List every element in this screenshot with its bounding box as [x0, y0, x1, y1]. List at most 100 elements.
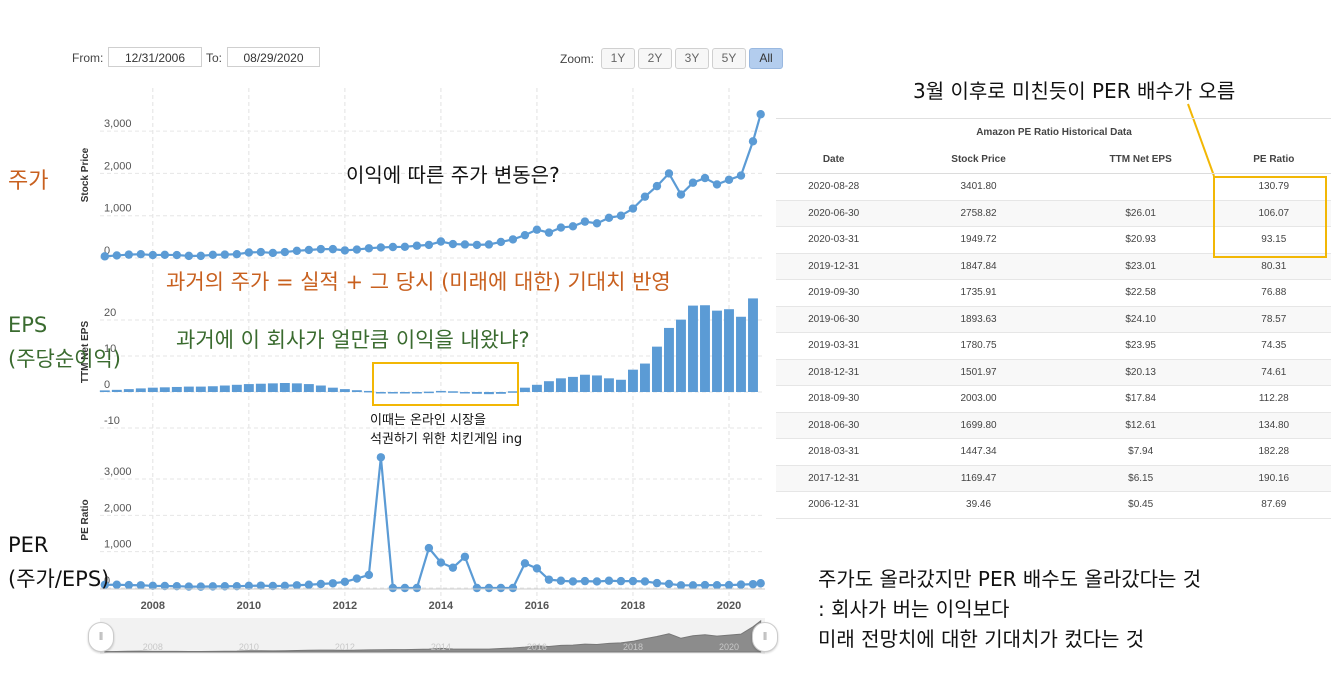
cell-pe-ratio: 93.15 [1215, 226, 1331, 254]
data-point [112, 251, 122, 260]
data-point [112, 580, 122, 589]
data-point [508, 583, 518, 593]
zoom-5y-button[interactable]: 5Y [712, 48, 746, 69]
zoom-3y-button[interactable]: 3Y [675, 48, 709, 69]
pe-panel: 0 1,000 2,000 3,000 PE Ratio [80, 453, 765, 593]
zoom-all-button[interactable]: All [749, 48, 783, 69]
conclusion-line3: 미래 전망치에 대한 기대치가 컸다는 것 [818, 627, 1145, 651]
navigator-left-handle[interactable]: ‖ [88, 622, 114, 652]
navigator-tick-label: 2014 [431, 642, 451, 652]
cell-stock-price: 3401.80 [891, 173, 1066, 201]
data-point [340, 246, 350, 255]
table-row: 2020-03-31 1949.72 $20.93 93.15 [776, 226, 1331, 254]
cell-date: 2018-12-31 [776, 359, 892, 386]
data-point [436, 237, 446, 246]
eps-bar [423, 391, 434, 394]
eps-bar [688, 305, 698, 392]
eps-bar [628, 369, 638, 392]
data-point [400, 242, 410, 251]
data-point [124, 250, 134, 259]
data-point [640, 577, 650, 586]
eps-bar [507, 391, 518, 393]
data-point [208, 582, 218, 591]
data-point [604, 576, 614, 585]
to-date-input[interactable]: 08/29/2020 [227, 47, 320, 67]
cell-pe-ratio: 190.16 [1215, 465, 1331, 492]
recent-pe-highlight [1213, 176, 1327, 258]
data-point [136, 581, 146, 590]
cell-pe-ratio: 87.69 [1215, 491, 1331, 519]
table-row: 2018-12-31 1501.97 $20.13 74.61 [776, 359, 1331, 386]
y-tick-label: -10 [104, 415, 120, 427]
cell-date: 2006-12-31 [776, 491, 892, 519]
data-point [676, 190, 686, 199]
data-point [244, 248, 254, 257]
conclusion-line1: 주가도 올라갔지만 PER 배수도 올라갔다는 것 [818, 567, 1202, 591]
eps-bar [748, 298, 758, 392]
data-point [532, 564, 542, 573]
table-row: 2020-06-30 2758.82 $26.01 106.07 [776, 200, 1331, 227]
data-point [520, 230, 530, 240]
cell-date: 2018-03-31 [776, 438, 892, 466]
data-point [100, 580, 110, 590]
cell-stock-price: 1949.72 [891, 226, 1066, 254]
eps-bar [195, 386, 206, 392]
data-point [268, 581, 278, 591]
eps-bar [243, 384, 254, 392]
data-point [256, 581, 266, 590]
eps-bar [351, 390, 362, 392]
zoom-2y-button[interactable]: 2Y [638, 48, 672, 69]
data-point [580, 217, 590, 226]
y-tick-label: 1,000 [104, 539, 132, 551]
data-point [628, 204, 638, 213]
cell-pe-ratio: 112.28 [1215, 385, 1331, 413]
x-tick-label: 2010 [237, 600, 261, 612]
table-row: 2006-12-31 39.46 $0.45 87.69 [776, 491, 1331, 519]
eps-bar [555, 378, 566, 392]
eps-bar [99, 390, 110, 392]
per-side-label: PER [8, 533, 49, 557]
data-point [484, 240, 494, 249]
data-point [196, 582, 206, 591]
eps-bar [387, 392, 398, 394]
data-point [304, 245, 314, 255]
data-point [424, 543, 434, 553]
data-point [556, 576, 566, 585]
price-side-label: 주가 [8, 169, 49, 194]
data-point [412, 583, 422, 593]
data-point [316, 244, 326, 254]
eps-bar [339, 389, 350, 392]
eps-bar [664, 327, 674, 392]
data-point [580, 576, 590, 586]
data-point [460, 240, 470, 249]
data-point [736, 580, 746, 589]
navigator-right-handle[interactable]: ‖ [752, 622, 778, 652]
table-row: 2019-12-31 1847.84 $23.01 80.31 [776, 253, 1331, 280]
eps-bar [231, 384, 242, 392]
data-point [412, 241, 422, 250]
navigator-tick-label: 2018 [623, 642, 643, 652]
eps-bar [483, 392, 494, 395]
data-point [148, 250, 158, 260]
data-point [640, 192, 650, 201]
eps-bar [495, 392, 506, 394]
data-point [352, 574, 362, 583]
navigator-tick-label: 2008 [143, 642, 163, 652]
zoom-1y-button[interactable]: 1Y [601, 48, 635, 69]
table-row: 2020-08-28 3401.80 130.79 [776, 173, 1331, 201]
data-point [424, 240, 434, 250]
data-point [388, 583, 398, 593]
eps-note-line2: 석권하기 위한 치킨게임 ing [370, 432, 523, 447]
data-point [196, 251, 206, 261]
data-point [124, 580, 134, 590]
cell-pe-ratio: 106.07 [1215, 200, 1331, 227]
x-tick-label: 2018 [621, 600, 645, 612]
col-ttm-eps: TTM Net EPS [1065, 145, 1216, 174]
eps-bar [375, 392, 386, 394]
eps-bar [603, 378, 614, 392]
from-date-input[interactable]: 12/31/2006 [108, 47, 202, 67]
eps-bar [531, 384, 542, 392]
data-point [724, 580, 734, 590]
data-point [748, 137, 758, 146]
series-line [104, 457, 761, 590]
